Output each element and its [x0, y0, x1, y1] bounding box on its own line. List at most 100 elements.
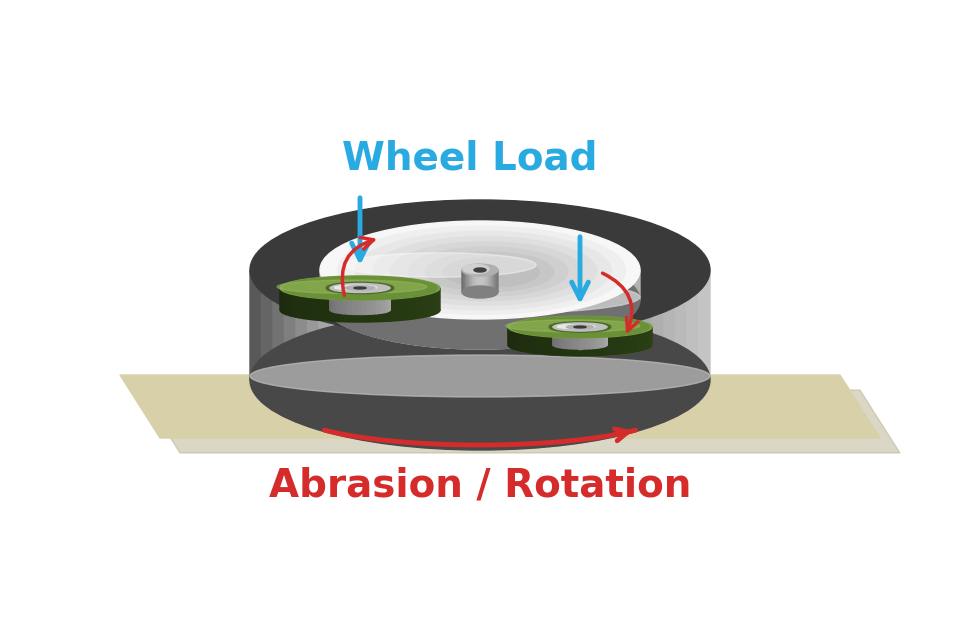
Polygon shape	[334, 290, 336, 313]
Polygon shape	[578, 331, 582, 349]
Polygon shape	[599, 337, 608, 355]
Polygon shape	[580, 338, 589, 356]
Polygon shape	[286, 292, 291, 316]
Ellipse shape	[508, 334, 652, 356]
Polygon shape	[283, 291, 286, 315]
Ellipse shape	[463, 264, 489, 273]
Polygon shape	[329, 299, 339, 321]
Polygon shape	[544, 314, 555, 345]
Ellipse shape	[391, 242, 583, 301]
Polygon shape	[637, 332, 642, 351]
Polygon shape	[559, 330, 562, 348]
Polygon shape	[608, 294, 618, 330]
Polygon shape	[556, 329, 559, 348]
Polygon shape	[469, 275, 471, 297]
Polygon shape	[529, 335, 537, 353]
Polygon shape	[687, 292, 699, 410]
Polygon shape	[646, 330, 650, 349]
Polygon shape	[491, 275, 492, 297]
Polygon shape	[515, 339, 526, 449]
Polygon shape	[570, 338, 580, 356]
Polygon shape	[417, 295, 423, 319]
Polygon shape	[331, 289, 334, 312]
Ellipse shape	[508, 316, 652, 338]
Polygon shape	[423, 294, 429, 317]
Polygon shape	[587, 303, 597, 337]
Text: Abrasion / Rotation: Abrasion / Rotation	[269, 467, 691, 505]
Polygon shape	[598, 330, 601, 348]
Polygon shape	[494, 273, 496, 296]
Polygon shape	[438, 317, 448, 348]
Ellipse shape	[250, 200, 710, 340]
Polygon shape	[336, 291, 340, 314]
Polygon shape	[538, 337, 549, 448]
Polygon shape	[459, 319, 469, 349]
Polygon shape	[448, 318, 459, 349]
Polygon shape	[526, 338, 538, 449]
Polygon shape	[395, 312, 405, 343]
Polygon shape	[503, 339, 515, 450]
Polygon shape	[342, 294, 352, 330]
Polygon shape	[280, 289, 283, 313]
Polygon shape	[296, 312, 307, 426]
Polygon shape	[386, 289, 389, 312]
Polygon shape	[589, 337, 599, 356]
Polygon shape	[561, 334, 572, 445]
Polygon shape	[595, 330, 598, 348]
Polygon shape	[348, 292, 352, 314]
Polygon shape	[492, 340, 503, 450]
Polygon shape	[511, 330, 514, 349]
Polygon shape	[664, 307, 676, 422]
Polygon shape	[630, 320, 641, 433]
Polygon shape	[489, 275, 491, 297]
Polygon shape	[565, 309, 576, 342]
Polygon shape	[464, 273, 466, 296]
Polygon shape	[509, 328, 511, 348]
Polygon shape	[445, 339, 457, 450]
Polygon shape	[353, 328, 365, 440]
Polygon shape	[409, 296, 417, 319]
Polygon shape	[601, 329, 604, 348]
Ellipse shape	[462, 264, 498, 276]
Polygon shape	[514, 331, 517, 351]
Polygon shape	[630, 270, 640, 317]
Polygon shape	[468, 340, 480, 450]
Polygon shape	[360, 300, 371, 322]
Polygon shape	[297, 295, 303, 319]
Ellipse shape	[574, 326, 586, 328]
Polygon shape	[261, 292, 273, 410]
Polygon shape	[344, 292, 348, 314]
Polygon shape	[608, 337, 616, 355]
Polygon shape	[376, 333, 388, 444]
Ellipse shape	[566, 325, 593, 329]
Ellipse shape	[425, 252, 554, 291]
Polygon shape	[457, 340, 468, 450]
Polygon shape	[352, 292, 357, 314]
Ellipse shape	[553, 323, 607, 331]
Polygon shape	[480, 340, 492, 450]
Polygon shape	[587, 331, 590, 349]
Polygon shape	[486, 275, 487, 298]
Polygon shape	[320, 270, 330, 317]
Ellipse shape	[345, 285, 375, 291]
Ellipse shape	[372, 237, 597, 305]
Polygon shape	[357, 292, 363, 314]
Polygon shape	[429, 292, 434, 316]
Ellipse shape	[506, 320, 639, 332]
Polygon shape	[437, 289, 440, 313]
Polygon shape	[388, 334, 399, 445]
Polygon shape	[368, 292, 372, 314]
Polygon shape	[534, 315, 544, 346]
Ellipse shape	[280, 276, 440, 300]
Polygon shape	[487, 275, 489, 298]
Polygon shape	[466, 274, 468, 296]
Ellipse shape	[330, 284, 390, 292]
Polygon shape	[330, 289, 331, 312]
Polygon shape	[400, 298, 409, 321]
Ellipse shape	[250, 310, 710, 450]
Polygon shape	[363, 303, 373, 337]
Polygon shape	[349, 300, 360, 322]
Polygon shape	[512, 317, 522, 348]
Ellipse shape	[355, 232, 612, 310]
Polygon shape	[405, 314, 416, 345]
